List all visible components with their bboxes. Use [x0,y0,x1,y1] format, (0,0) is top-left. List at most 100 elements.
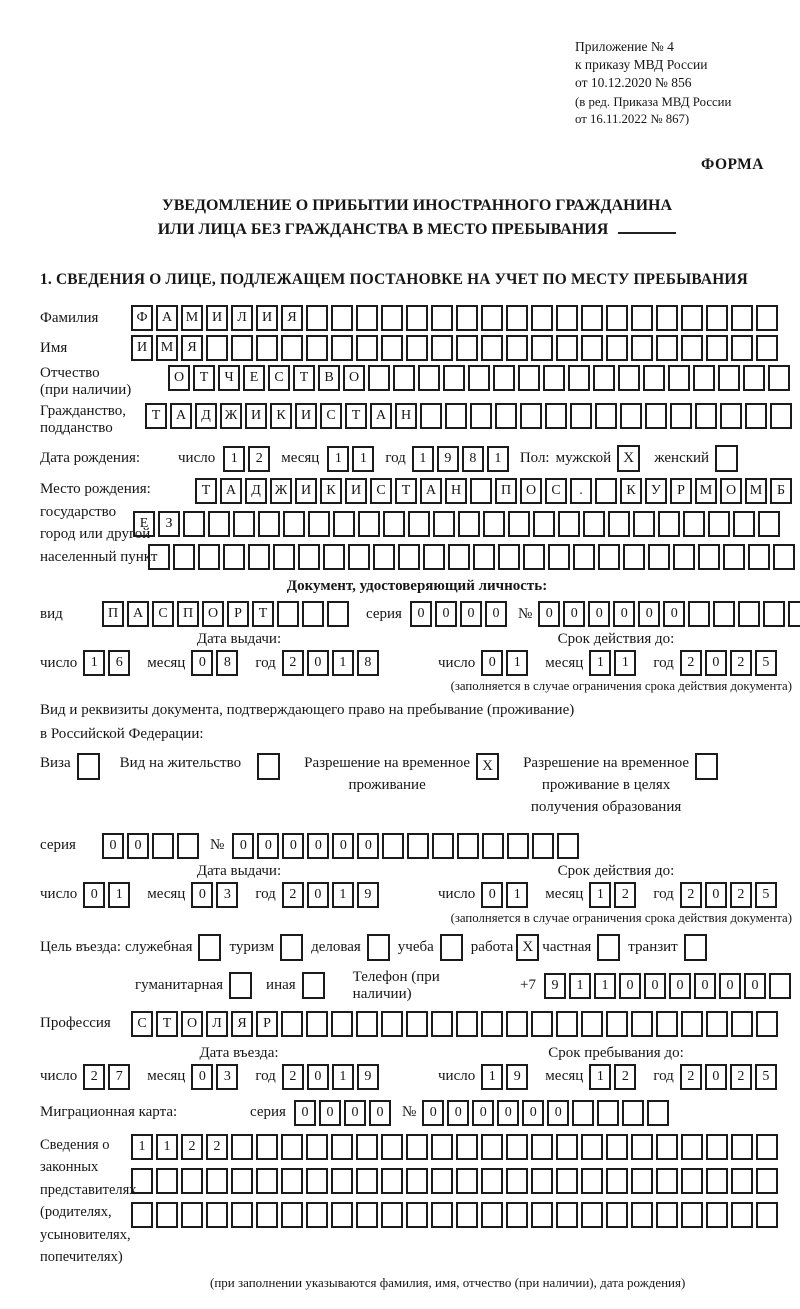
char-cell[interactable] [668,365,690,392]
char-cell[interactable] [481,1010,503,1037]
char-cell[interactable] [631,1133,653,1160]
char-cell[interactable]: Р [670,478,692,505]
char-cell[interactable]: С [268,365,290,392]
char-cell[interactable] [768,365,790,392]
char-cell[interactable] [631,1201,653,1228]
char-cell[interactable] [457,832,480,859]
char-cell[interactable] [681,1201,703,1228]
char-cell[interactable]: А [170,403,192,430]
char-cell[interactable] [443,365,465,392]
char-cell[interactable] [558,511,580,538]
char-cell[interactable] [281,1201,303,1228]
char-cell[interactable] [481,1133,503,1160]
char-cell[interactable] [556,1010,578,1037]
char-cell[interactable]: 1 [481,1063,504,1090]
char-cell[interactable]: 2 [679,1063,702,1090]
gender-male-checkbox[interactable]: X [617,445,641,473]
char-cell[interactable] [693,365,715,392]
char-cell[interactable]: П [177,601,199,628]
char-cell[interactable]: 3 [216,1063,239,1090]
char-cell[interactable] [506,1133,528,1160]
char-cell[interactable]: Т [252,601,274,628]
char-cell[interactable]: 2 [614,1063,637,1090]
char-cell[interactable]: 0 [127,832,149,859]
char-cell[interactable]: 0 [613,601,636,628]
char-cell[interactable] [481,1201,503,1228]
char-cell[interactable]: С [320,403,342,430]
char-cell[interactable] [333,511,355,538]
char-cell[interactable] [673,544,695,571]
char-cell[interactable] [356,1010,378,1037]
char-cell[interactable]: А [127,601,149,628]
char-cell[interactable]: 0 [644,972,666,999]
char-cell[interactable] [181,1167,203,1194]
char-cell[interactable] [698,544,720,571]
char-cell[interactable]: Т [345,403,367,430]
char-cell[interactable] [208,511,230,538]
char-cell[interactable]: О [168,365,190,392]
char-cell[interactable]: Е [133,511,155,538]
char-cell[interactable]: 0 [481,650,504,677]
purpose-tourism-checkbox[interactable] [280,933,304,961]
char-cell[interactable]: С [370,478,392,505]
char-cell[interactable] [568,365,590,392]
char-cell[interactable] [431,305,453,332]
char-cell[interactable]: И [206,305,228,332]
char-cell[interactable] [620,403,642,430]
char-cell[interactable] [277,601,299,628]
char-cell[interactable] [531,1010,553,1037]
char-cell[interactable]: 0 [307,832,330,859]
char-cell[interactable]: 5 [754,881,777,908]
char-cell[interactable]: 2 [281,881,304,908]
char-cell[interactable]: 0 [704,1063,727,1090]
char-cell[interactable] [681,1010,703,1037]
char-cell[interactable] [356,1167,378,1194]
char-cell[interactable] [495,403,517,430]
char-cell[interactable] [731,1201,753,1228]
char-cell[interactable]: О [343,365,365,392]
char-cell[interactable]: Т [293,365,315,392]
char-cell[interactable] [645,403,667,430]
char-cell[interactable] [327,601,349,628]
char-cell[interactable]: 1 [486,445,509,472]
char-cell[interactable] [331,1133,353,1160]
char-cell[interactable] [606,1167,628,1194]
char-cell[interactable] [223,544,245,571]
char-cell[interactable]: 0 [306,881,329,908]
char-cell[interactable] [423,544,445,571]
char-cell[interactable] [231,1167,253,1194]
char-cell[interactable]: 0 [357,832,380,859]
char-cell[interactable] [382,832,405,859]
char-cell[interactable]: 0 [409,601,432,628]
char-cell[interactable]: И [295,478,317,505]
char-cell[interactable] [131,1201,153,1228]
char-cell[interactable] [647,1099,670,1126]
char-cell[interactable] [572,1099,595,1126]
char-cell[interactable] [597,1099,620,1126]
char-cell[interactable] [358,511,380,538]
char-cell[interactable]: 0 [638,601,661,628]
char-cell[interactable] [470,478,492,505]
char-cell[interactable] [456,1201,478,1228]
rvp-checkbox[interactable]: X [476,753,500,781]
char-cell[interactable] [233,511,255,538]
char-cell[interactable]: 9 [356,1063,379,1090]
char-cell[interactable] [418,365,440,392]
char-cell[interactable] [706,305,728,332]
char-cell[interactable] [406,1167,428,1194]
char-cell[interactable] [557,832,580,859]
char-cell[interactable]: К [270,403,292,430]
char-cell[interactable] [431,1010,453,1037]
char-cell[interactable] [281,335,303,362]
char-cell[interactable] [256,1133,278,1160]
char-cell[interactable]: В [318,365,340,392]
char-cell[interactable] [606,1133,628,1160]
char-cell[interactable]: 1 [331,1063,354,1090]
char-cell[interactable]: К [320,478,342,505]
char-cell[interactable] [631,1010,653,1037]
char-cell[interactable]: 2 [729,650,752,677]
char-cell[interactable] [688,601,711,628]
purpose-humanitarian-checkbox[interactable] [229,972,253,1000]
char-cell[interactable] [770,403,792,430]
char-cell[interactable]: О [202,601,224,628]
